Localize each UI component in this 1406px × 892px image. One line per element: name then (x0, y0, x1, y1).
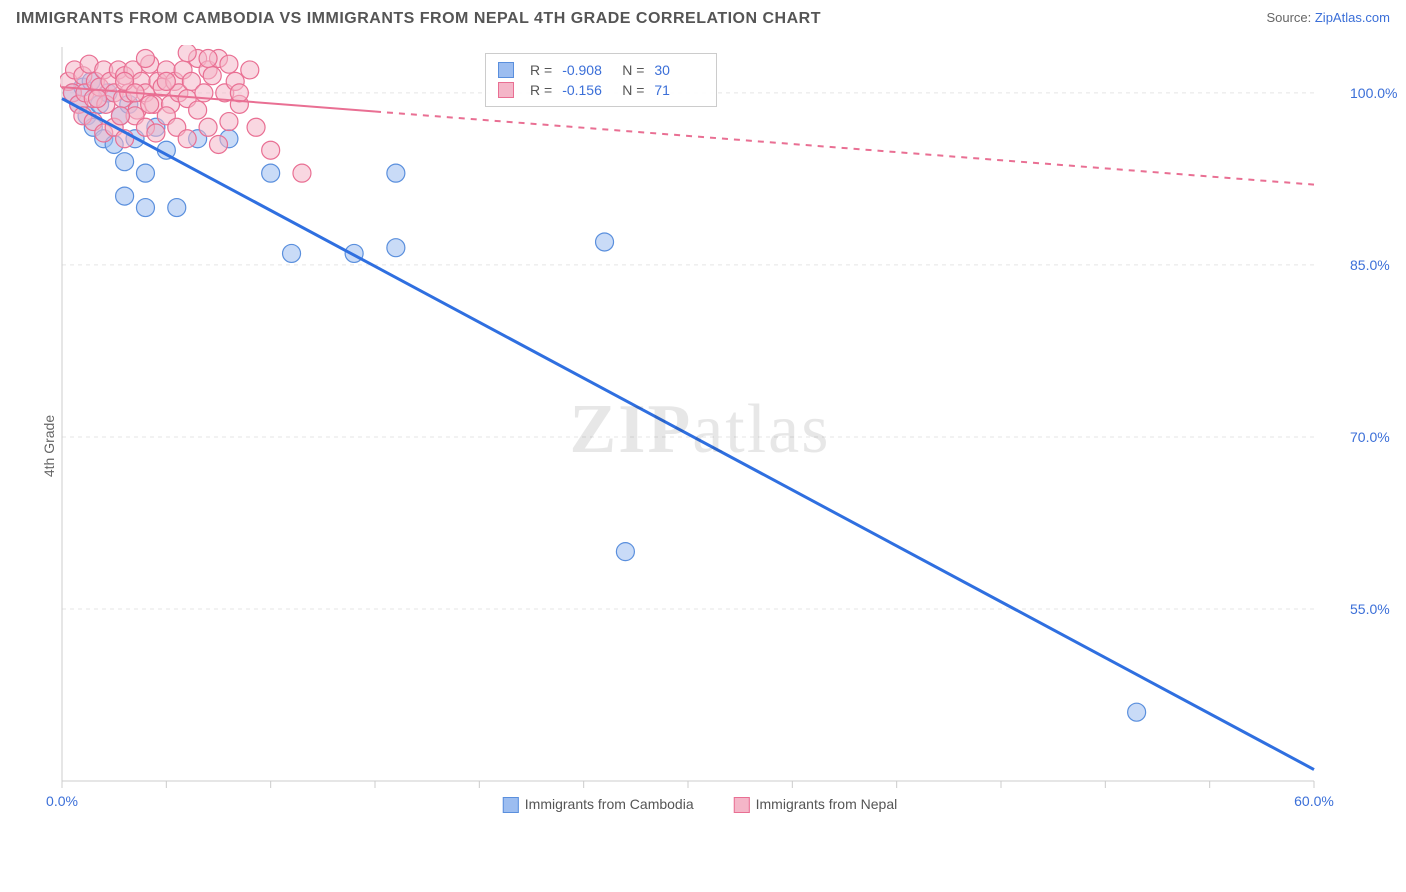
y-axis-label: 4th Grade (41, 415, 57, 477)
legend-label-cambodia: Immigrants from Cambodia (525, 796, 694, 812)
r-value: -0.908 (562, 62, 612, 78)
legend-swatch (498, 62, 514, 78)
legend-item-cambodia: Immigrants from Cambodia (503, 796, 694, 813)
series-legend: Immigrants from Cambodia Immigrants from… (503, 796, 897, 813)
legend-label-nepal: Immigrants from Nepal (756, 796, 898, 812)
chart-plot-area: ZIPatlas R =-0.908N =30R =-0.156N =71 55… (60, 45, 1340, 815)
scatter-plot-svg (60, 45, 1340, 815)
legend-item-nepal: Immigrants from Nepal (734, 796, 898, 813)
n-label: N = (622, 82, 644, 98)
x-tick-label: 60.0% (1294, 793, 1334, 809)
correlation-legend-box: R = -0.908 N = 30 R = -0.156 N = 71 (485, 53, 717, 107)
r-value: -0.156 (562, 82, 612, 98)
x-tick-label: 0.0% (46, 793, 78, 809)
correlation-legend-row: R = -0.156 N = 71 (498, 80, 704, 100)
legend-swatch-nepal (734, 797, 750, 813)
source-prefix: Source: (1266, 10, 1314, 25)
y-tick-label: 55.0% (1350, 601, 1406, 617)
correlation-legend-row: R = -0.908 N = 30 (498, 60, 704, 80)
n-value: 71 (654, 82, 704, 98)
chart-header: IMMIGRANTS FROM CAMBODIA VS IMMIGRANTS F… (16, 10, 1390, 28)
y-tick-label: 70.0% (1350, 429, 1406, 445)
source-link[interactable]: ZipAtlas.com (1315, 10, 1390, 25)
n-label: N = (622, 62, 644, 78)
chart-source: Source: ZipAtlas.com (1266, 10, 1390, 25)
chart-title: IMMIGRANTS FROM CAMBODIA VS IMMIGRANTS F… (16, 10, 821, 28)
legend-swatch (498, 82, 514, 98)
y-tick-label: 100.0% (1350, 85, 1406, 101)
n-value: 30 (654, 62, 704, 78)
r-label: R = (530, 82, 552, 98)
y-tick-label: 85.0% (1350, 257, 1406, 273)
legend-swatch-cambodia (503, 797, 519, 813)
r-label: R = (530, 62, 552, 78)
